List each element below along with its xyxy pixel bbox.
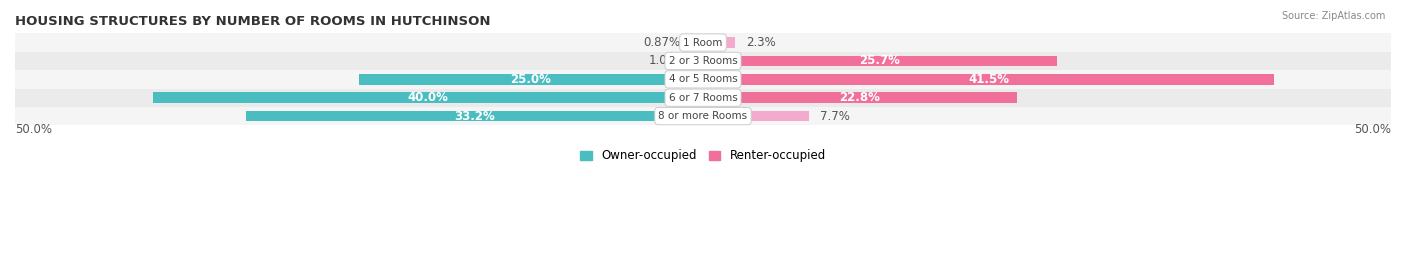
Text: 41.5%: 41.5% xyxy=(967,73,1010,86)
Bar xyxy=(15,70,1391,89)
Bar xyxy=(15,89,1391,107)
Text: Source: ZipAtlas.com: Source: ZipAtlas.com xyxy=(1281,11,1385,21)
Bar xyxy=(690,37,703,48)
Bar xyxy=(703,37,735,48)
Text: 8 or more Rooms: 8 or more Rooms xyxy=(658,111,748,121)
Text: 2.3%: 2.3% xyxy=(745,36,775,49)
Text: 4 or 5 Rooms: 4 or 5 Rooms xyxy=(669,74,737,84)
Bar xyxy=(15,33,1391,52)
Bar xyxy=(703,92,1017,103)
Text: 7.7%: 7.7% xyxy=(820,109,849,123)
Bar xyxy=(689,56,703,66)
Bar xyxy=(15,107,1391,125)
Text: 50.0%: 50.0% xyxy=(1354,123,1391,136)
Bar xyxy=(359,74,703,85)
Bar xyxy=(153,92,703,103)
Bar xyxy=(15,52,1391,70)
Text: 0.87%: 0.87% xyxy=(643,36,681,49)
Bar xyxy=(246,111,703,121)
Text: 25.7%: 25.7% xyxy=(859,54,900,68)
Text: 1.0%: 1.0% xyxy=(648,54,678,68)
Text: HOUSING STRUCTURES BY NUMBER OF ROOMS IN HUTCHINSON: HOUSING STRUCTURES BY NUMBER OF ROOMS IN… xyxy=(15,15,491,28)
Bar xyxy=(703,74,1274,85)
Text: 50.0%: 50.0% xyxy=(15,123,52,136)
Bar xyxy=(703,56,1057,66)
Bar xyxy=(703,111,808,121)
Text: 2 or 3 Rooms: 2 or 3 Rooms xyxy=(669,56,737,66)
Text: 22.8%: 22.8% xyxy=(839,91,880,104)
Text: 25.0%: 25.0% xyxy=(510,73,551,86)
Legend: Owner-occupied, Renter-occupied: Owner-occupied, Renter-occupied xyxy=(575,145,831,167)
Text: 33.2%: 33.2% xyxy=(454,109,495,123)
Text: 40.0%: 40.0% xyxy=(408,91,449,104)
Text: 1 Room: 1 Room xyxy=(683,38,723,48)
Text: 6 or 7 Rooms: 6 or 7 Rooms xyxy=(669,93,737,103)
